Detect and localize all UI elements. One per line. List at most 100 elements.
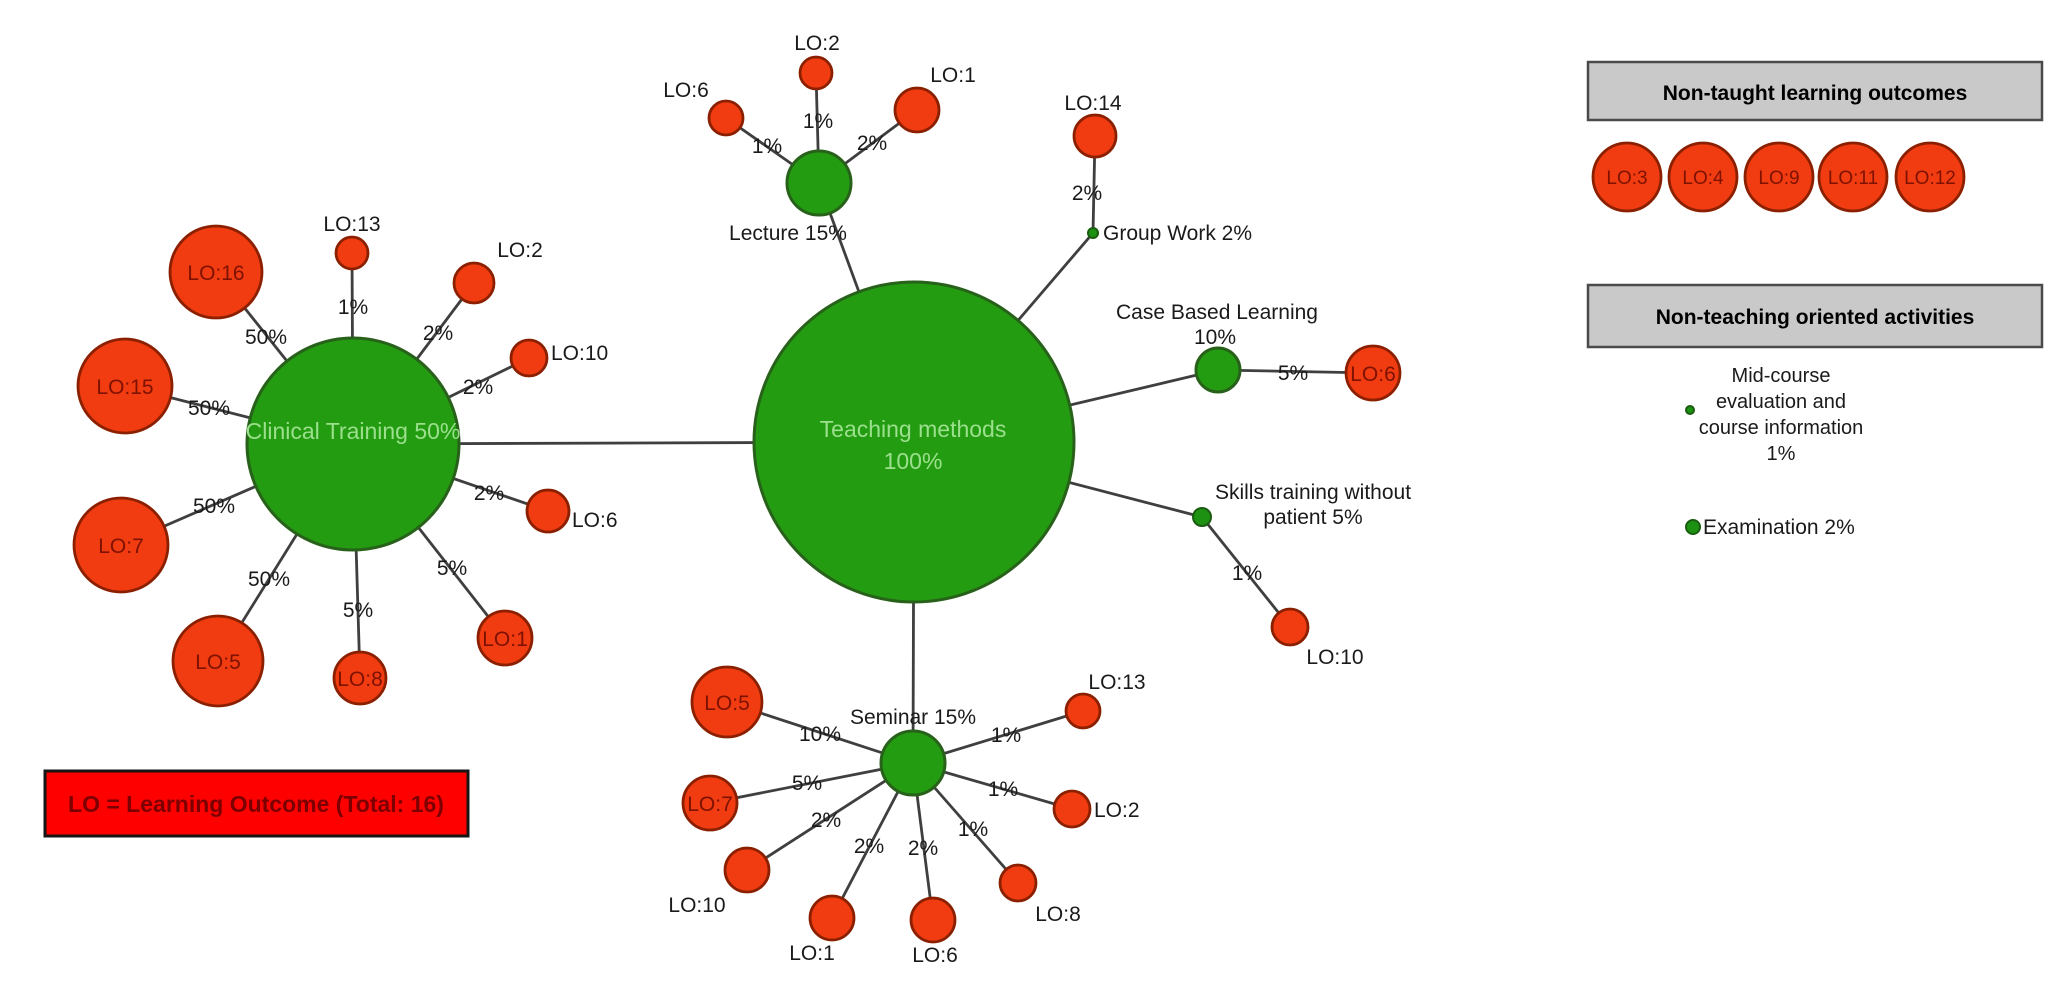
activities-header-box	[1586, 283, 2044, 349]
edge-pct-label: 50%	[245, 326, 287, 349]
note-text: LO = Learning Outcome (Total: 16)	[68, 791, 444, 817]
case-based-learning-label-line1: Case Based Learning	[1116, 301, 1318, 324]
lo6-node	[525, 488, 571, 534]
lo15-node	[76, 337, 174, 435]
lo6-label: LO:6	[572, 509, 618, 532]
lo9-label: LO:9	[1758, 168, 1799, 189]
edge-pct-label: 5%	[437, 557, 467, 580]
edge-seminar-lo7	[709, 761, 914, 805]
lo14-node	[1072, 113, 1118, 159]
lo7-label: LO:7	[98, 535, 144, 558]
lo13-node	[334, 235, 370, 271]
lo15-label: LO:15	[96, 376, 153, 399]
lo8-label: LO:8	[1035, 903, 1081, 926]
lecture-label: Lecture 15%	[729, 222, 847, 245]
group-work-node	[1087, 227, 1099, 239]
edge-pct-label: 1%	[752, 135, 782, 158]
lo10-node	[1270, 607, 1310, 647]
lo7-label: LO:7	[687, 793, 733, 816]
lo7-node	[681, 774, 739, 832]
lo8-node	[998, 863, 1038, 903]
lecture-node	[785, 149, 853, 217]
lo10-node	[723, 846, 771, 894]
edge-pct-label: 1%	[338, 296, 368, 319]
lo-definition-note: LO = Learning Outcome (Total: 16)	[43, 769, 470, 838]
teaching-methods-node	[752, 280, 1076, 604]
skills-training-label-line1: Skills training without	[1215, 481, 1411, 504]
lo6-label: LO:6	[912, 944, 958, 967]
lo10-label: LO:10	[551, 342, 608, 365]
case-based-learning-node	[1194, 346, 1242, 394]
seminar-cluster: Seminar 15% LO:5 10% LO:7 5% LO:10 2% LO…	[668, 665, 1146, 967]
edge-pct-label: 5%	[1278, 362, 1308, 385]
lo1-node	[476, 609, 534, 667]
lo11-node	[1817, 141, 1889, 213]
teaching-methods-label-line1: Teaching methods	[820, 416, 1007, 442]
lo10-label: LO:10	[1306, 646, 1363, 669]
lo12-node	[1894, 141, 1966, 213]
lo7-node	[72, 496, 170, 594]
midcourse-node	[1685, 405, 1695, 415]
lo5-label: LO:5	[195, 651, 241, 674]
lo1-node	[808, 894, 856, 942]
skills-training-cluster: Skills training without patient 5% LO:10…	[1192, 481, 1411, 669]
teaching-methods-cluster: Teaching methods 100%	[752, 280, 1076, 604]
lo4-label: LO:4	[1682, 168, 1724, 189]
midcourse-label-line3: course information	[1699, 417, 1864, 439]
lo2-node	[452, 261, 496, 305]
edge-pct-label: 2%	[854, 835, 884, 858]
edge-skills-lo10	[1200, 516, 1292, 628]
lo13-node	[1064, 692, 1102, 730]
seminar-node	[879, 729, 947, 797]
edge-pct-label: 1%	[1232, 562, 1262, 585]
seminar-label: Seminar 15%	[850, 706, 976, 729]
lo6-label: LO:6	[1350, 363, 1396, 386]
lo9-node	[1743, 141, 1815, 213]
edge-pct-label: 2%	[857, 132, 887, 155]
lo6-node	[1344, 344, 1402, 402]
edge-pct-label: 1%	[991, 724, 1021, 747]
case-based-learning-label-line2: 10%	[1194, 326, 1236, 349]
clinical-training-cluster: Clinical Training 50% LO:16 50% LO:13 1%…	[72, 213, 618, 708]
lo1-label: LO:1	[789, 942, 835, 965]
edge-pct-label: 50%	[193, 495, 235, 518]
lo3-label: LO:3	[1606, 168, 1647, 189]
edge-pct-label: 50%	[248, 568, 290, 591]
edge-pct-label: 2%	[908, 837, 938, 860]
skills-training-node	[1192, 507, 1212, 527]
lecture-cluster: Lecture 15% LO:6 1% LO:2 1% LO:1 2%	[663, 32, 976, 245]
edge-pct-label: 2%	[811, 809, 841, 832]
clinical-training-label: Clinical Training 50%	[246, 418, 461, 444]
lo8-node	[332, 650, 388, 706]
lo12-label: LO:12	[1904, 168, 1956, 189]
midcourse-label-line1: Mid-course	[1732, 365, 1831, 387]
lo13-label: LO:13	[323, 213, 380, 236]
non-taught-header-box	[1586, 60, 2044, 122]
midcourse-label-line2: evaluation and	[1716, 391, 1846, 413]
activities-title: Non-teaching oriented activities	[1656, 306, 1975, 329]
edge-pct-label: 50%	[188, 397, 230, 420]
edge-pct-label: 1%	[958, 818, 988, 841]
edge-pct-label: 5%	[343, 599, 373, 622]
lo5-node	[171, 614, 265, 708]
lo6-node	[707, 99, 745, 137]
teaching-methods-label-line2: 100%	[884, 448, 943, 474]
lo6-node	[909, 896, 957, 944]
lo16-node	[168, 224, 264, 320]
edge-pct-label: 10%	[799, 723, 841, 746]
edge-pct-label: 1%	[803, 110, 833, 133]
non-taught-title: Non-taught learning outcomes	[1663, 82, 1968, 105]
lo10-node	[509, 338, 549, 378]
examination-label: Examination 2%	[1703, 516, 1855, 539]
lo14-label: LO:14	[1064, 92, 1122, 115]
lo2-label: LO:2	[1094, 799, 1140, 822]
edge-pct-label: 2%	[463, 376, 493, 399]
examination-node	[1685, 519, 1701, 535]
skills-training-label-line2: patient 5%	[1263, 506, 1362, 529]
edge-pct-label: 2%	[423, 322, 453, 345]
note-box	[43, 769, 470, 838]
lo2-node	[798, 55, 834, 91]
lo5-node	[690, 665, 764, 739]
lo13-label: LO:13	[1088, 671, 1145, 694]
